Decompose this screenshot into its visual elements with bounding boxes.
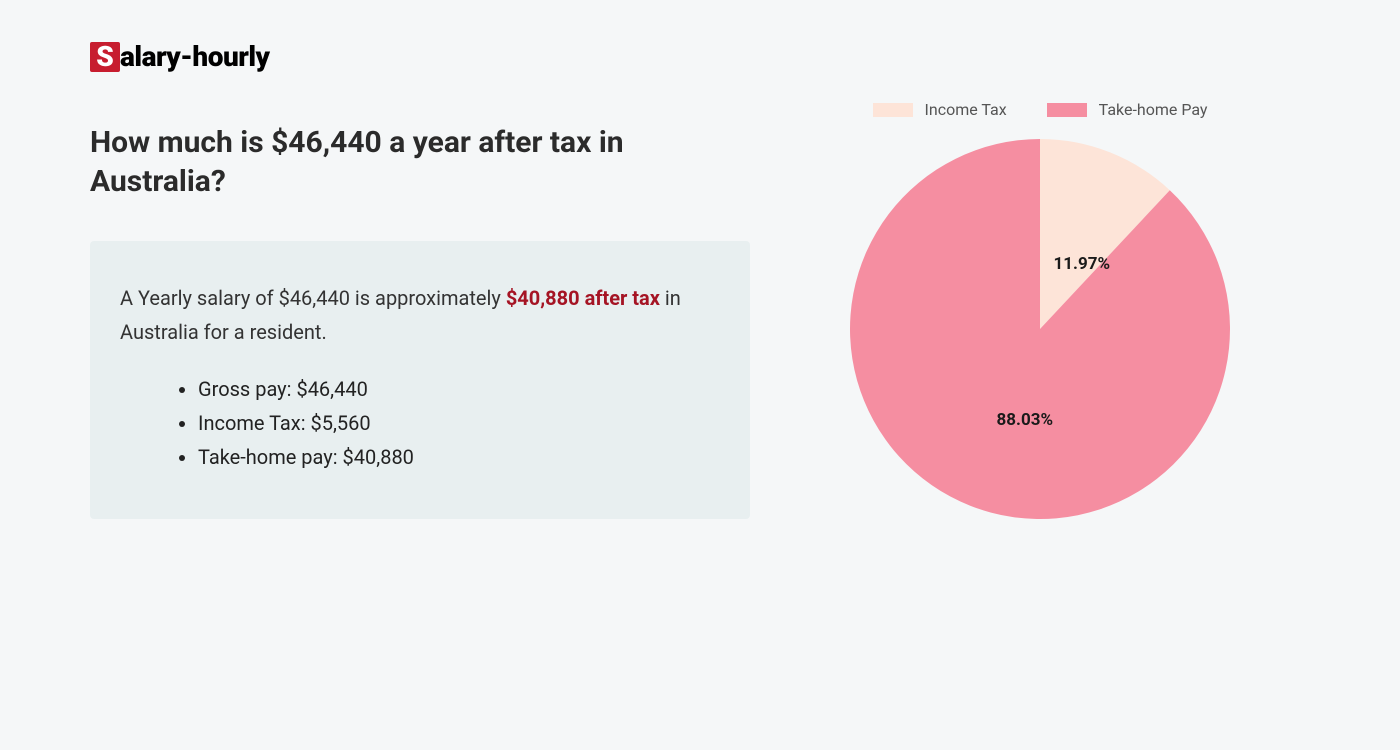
summary-panel: A Yearly salary of $46,440 is approximat… [90, 241, 750, 519]
legend-label: Take-home Pay [1099, 100, 1208, 119]
summary-prefix: A Yearly salary of $46,440 is approximat… [120, 286, 506, 310]
list-item: Income Tax: $5,560 [198, 411, 720, 435]
legend-item-take-home: Take-home Pay [1047, 100, 1208, 119]
pie-svg [850, 139, 1230, 519]
summary-highlight: $40,880 after tax [506, 286, 660, 310]
legend-item-income-tax: Income Tax [873, 100, 1007, 119]
logo-badge: S [90, 42, 120, 72]
logo-text: alary-hourly [120, 40, 270, 73]
breakdown-list: Gross pay: $46,440 Income Tax: $5,560 Ta… [120, 377, 720, 469]
slice-label-take-home: 88.03% [997, 410, 1054, 430]
legend-swatch [873, 103, 913, 117]
legend-label: Income Tax [925, 100, 1007, 119]
page-title: How much is $46,440 a year after tax in … [90, 123, 750, 201]
slice-label-income-tax: 11.97% [1054, 254, 1111, 274]
site-logo: S alary-hourly [90, 40, 750, 73]
legend-swatch [1047, 103, 1087, 117]
list-item: Gross pay: $46,440 [198, 377, 720, 401]
pie-chart: 11.97% 88.03% [850, 139, 1230, 519]
list-item: Take-home pay: $40,880 [198, 445, 720, 469]
chart-legend: Income Tax Take-home Pay [873, 100, 1208, 119]
summary-sentence: A Yearly salary of $46,440 is approximat… [120, 281, 720, 349]
